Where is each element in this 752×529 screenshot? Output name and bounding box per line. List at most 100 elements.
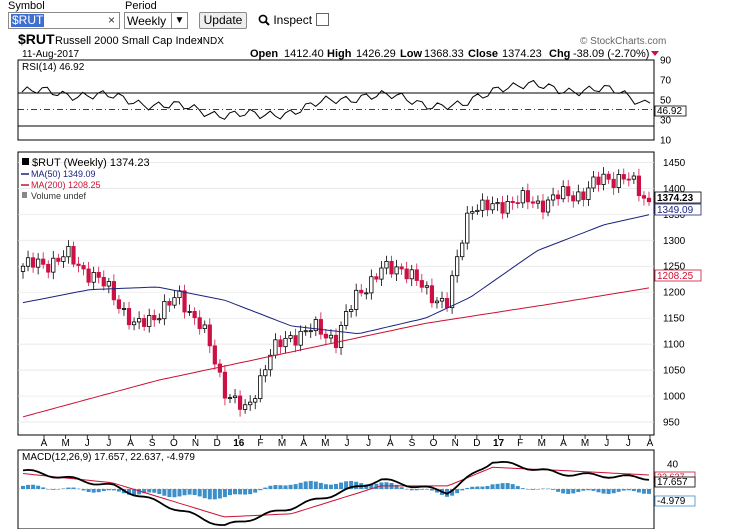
price-candle [515, 195, 520, 209]
price-candle [56, 253, 61, 266]
price-candle [328, 329, 334, 343]
macd-hist-bar [530, 489, 535, 490]
price-candle [66, 240, 71, 264]
macd-hist-bar [450, 489, 455, 496]
macd-hist-bar [419, 489, 424, 490]
macd-hist-bar [344, 481, 349, 489]
header-name: Russell 2000 Small Cap Index [55, 35, 203, 47]
price-candle [429, 278, 435, 308]
rsi-tick-label: 30 [660, 116, 672, 127]
macd-hist-bar [227, 489, 232, 496]
price-tick-label: 1150 [663, 314, 685, 325]
macd-hist-bar [475, 486, 480, 489]
down-arrow-icon [651, 51, 659, 56]
macd-panel: MACD(12,26,9) 17.657, 22.637, -4.979 402… [17, 449, 696, 529]
header-symbol: $RUT [18, 31, 55, 47]
price-tick-label: 1050 [663, 366, 686, 377]
inspect-checkbox[interactable] [316, 13, 329, 26]
rsi-tick-label: 10 [660, 136, 672, 147]
x-tick-label: A [560, 438, 567, 449]
macd-hist-bar [354, 481, 359, 489]
x-tick-label: J [106, 438, 111, 449]
update-button[interactable]: Update [199, 12, 247, 29]
price-panel: 1450140013501300125012001150110010501000… [17, 151, 702, 436]
macd-hist-bar [233, 489, 238, 495]
price-candle [177, 285, 182, 305]
macd-hist-bar [647, 489, 651, 494]
price-candle [394, 259, 399, 282]
volume-legend-swatch [22, 192, 27, 198]
macd-hist-bar [313, 481, 318, 489]
price-candle [409, 264, 414, 287]
macd-hist-bar [26, 484, 31, 489]
low-value: 1368.33 [424, 48, 464, 60]
macd-hist-bar [470, 486, 475, 489]
macd-hist-bar [525, 489, 530, 490]
clear-icon[interactable]: × [107, 13, 115, 27]
price-candle [379, 261, 384, 287]
price-candle [495, 198, 500, 211]
price-candle [308, 323, 313, 338]
rsi-tick-label: 50 [660, 96, 672, 107]
header-exchange: INDX [200, 36, 224, 47]
ma50-price-tag [654, 203, 702, 216]
x-tick-label: J [604, 438, 609, 449]
price-candle [621, 168, 626, 185]
macd-hist-bar [394, 484, 399, 489]
x-tick-label: A [647, 438, 654, 449]
price-candle [616, 169, 621, 193]
macd-hist-bar [96, 489, 101, 493]
price-candle [566, 180, 571, 203]
x-tick-label: M [538, 438, 546, 449]
macd-hist-bar [460, 489, 465, 491]
macd-hist-bar [137, 489, 142, 495]
macd-hist-bar [217, 489, 222, 499]
price-candle [192, 307, 197, 325]
macd-hist-bar [192, 489, 197, 496]
price-tick-label: 1400 [663, 184, 686, 195]
price-tick-label: 1250 [663, 262, 686, 273]
symbol-input[interactable]: $RUT × [8, 12, 120, 29]
macd-hist-bar [535, 489, 540, 490]
high-value: 1426.29 [356, 48, 396, 60]
price-candle [101, 270, 106, 291]
ma200-legend-label: MA(200) 1208.25 [31, 180, 101, 190]
ma200-price-tag-value: 1208.25 [657, 271, 694, 282]
macd-hist-bar [596, 489, 601, 493]
macd-hist-bar [480, 486, 485, 489]
price-candle [313, 316, 318, 337]
price-candle [106, 277, 111, 294]
close-price-tag [654, 191, 702, 204]
rsi-line [21, 79, 651, 120]
macd-hist-bar [323, 484, 328, 489]
rsi-current-value: 46.92 [657, 106, 682, 117]
macd-hist-bar [490, 484, 495, 489]
macd-hist-bar [91, 489, 96, 493]
x-tick-label: A [387, 438, 394, 449]
price-candle [359, 284, 364, 297]
price-candle [601, 167, 606, 191]
macd-hist-bar [278, 485, 283, 489]
macd-hist-bar [561, 489, 566, 494]
macd-hist-bar [167, 489, 172, 497]
macd-hist-bar [540, 488, 545, 490]
price-candle [111, 274, 116, 306]
inspect-toggle[interactable]: Inspect [258, 13, 312, 27]
macd-hist-bar [334, 483, 338, 489]
price-candle [232, 389, 238, 404]
macd-hist-bar [182, 489, 187, 496]
price-candle [500, 195, 505, 220]
x-tick-label: F [517, 438, 523, 449]
macd-hist-bar [248, 489, 253, 495]
price-candle [455, 249, 460, 283]
price-candle [293, 328, 298, 353]
period-select[interactable]: Weekly ▼ [124, 12, 188, 29]
macd-tag-value: 17.657 [657, 477, 688, 488]
macd-hist-bar [212, 489, 217, 500]
macd-hist-bar [308, 480, 313, 489]
x-tick-label: A [127, 438, 134, 449]
macd-hist-bar [455, 489, 460, 494]
x-tick-label: O [430, 438, 438, 449]
macd-tag [654, 476, 696, 488]
price-candle [338, 321, 344, 355]
